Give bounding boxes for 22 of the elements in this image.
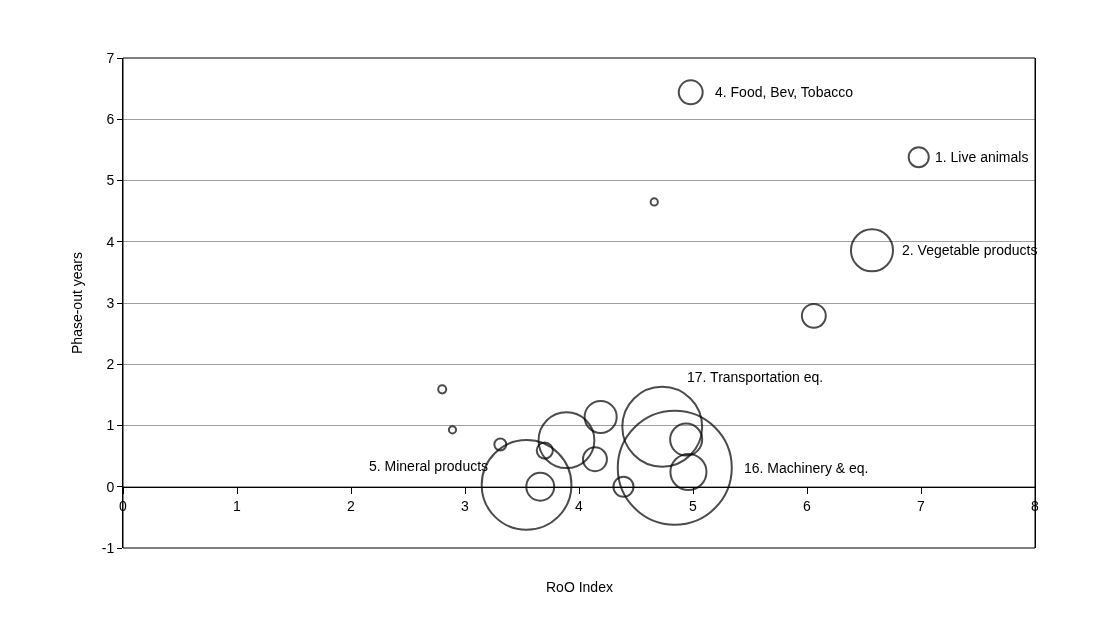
x-axis-title: RoO Index (546, 579, 613, 595)
y-tick-label: 0 (106, 478, 115, 495)
x-tick-label: 5 (689, 497, 698, 514)
x-tick-label: 2 (347, 497, 356, 514)
y-axis-title: Phase-out years (69, 252, 86, 354)
y-tick-label: 7 (106, 49, 115, 66)
y-tick-label: -1 (101, 539, 115, 556)
y-tick-label: 2 (106, 356, 115, 373)
y-tick-label: 5 (106, 172, 115, 189)
x-tick-label: 4 (575, 497, 584, 514)
annotation: 1. Live animals (935, 149, 1029, 165)
y-tick-label: 1 (106, 417, 115, 434)
annotation: 4. Food, Bev, Tobacco (715, 84, 854, 100)
y-tick-label: 3 (106, 294, 115, 311)
annotation: 16. Machinery & eq. (744, 460, 869, 476)
x-tick-label: 7 (917, 497, 926, 514)
y-tick-label: 6 (106, 111, 115, 128)
x-tick-label: 1 (233, 497, 242, 514)
x-tick-label: 6 (803, 497, 812, 514)
y-tick-label: 4 (106, 233, 115, 250)
x-tick-label: 3 (461, 497, 470, 514)
annotation: 17. Transportation eq. (687, 369, 824, 385)
